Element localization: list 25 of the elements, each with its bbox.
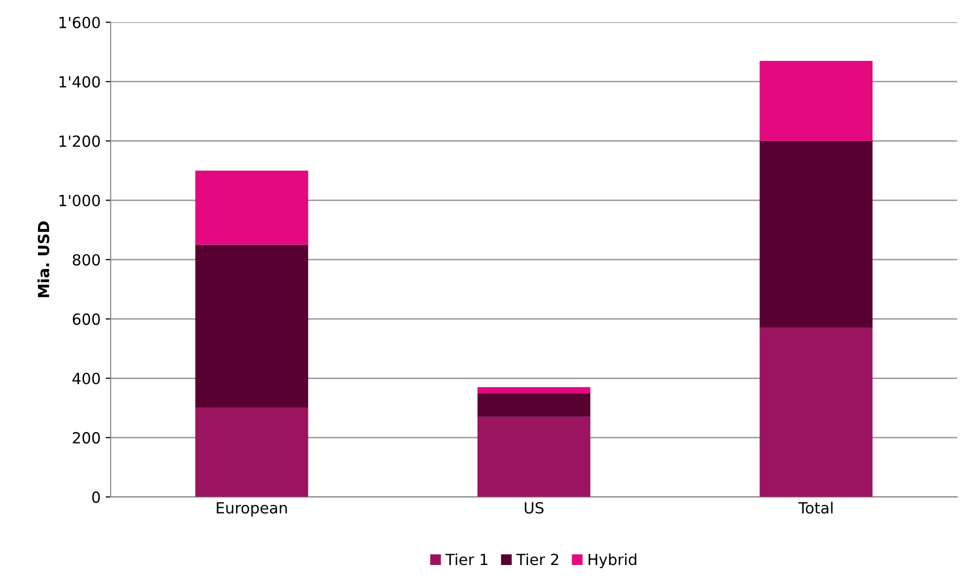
y-tick-label: 1'400 [60, 76, 100, 88]
y-tick-label: 400 [72, 372, 100, 384]
x-tick-label: Total [798, 502, 833, 514]
bar [760, 60, 873, 141]
y-tick-label: 200 [72, 432, 100, 444]
bar [477, 416, 590, 497]
bar [477, 387, 590, 394]
y-axis-title: Mia. USD [37, 221, 50, 298]
bar [477, 393, 590, 417]
bar [195, 170, 308, 245]
legend-label: Tier 1 [445, 553, 488, 566]
bar [760, 328, 873, 497]
legend-label: Tier 2 [516, 553, 558, 566]
y-tick-label: 800 [72, 254, 100, 266]
x-tick-label: European [216, 502, 287, 517]
y-tick-label: 1'000 [60, 194, 100, 206]
legend-label: Hybrid [588, 553, 636, 568]
x-tick-label: US [524, 502, 544, 514]
bar [195, 244, 308, 408]
y-tick-label: 0 [92, 491, 100, 503]
y-tick-label: 1'600 [60, 16, 100, 28]
bar [195, 408, 308, 497]
y-tick-label: 600 [72, 313, 100, 325]
bar [760, 140, 873, 328]
y-tick-label: 1'200 [60, 135, 100, 147]
